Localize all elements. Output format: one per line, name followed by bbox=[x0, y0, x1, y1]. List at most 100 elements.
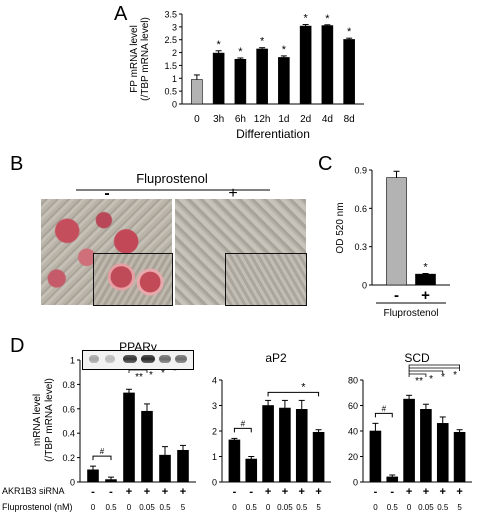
significance-mark: * bbox=[282, 44, 287, 56]
fluprostenol-value: 0 bbox=[232, 503, 237, 512]
blot-band bbox=[123, 355, 137, 363]
sirna-value: + bbox=[144, 486, 150, 498]
bar bbox=[453, 431, 466, 483]
panel-a-chart: A 0 0.5 1 1.5 2 2.5 3 3.5 0 * 3h * 6h * 12h * 1d * 2d * 4d * 8d… bbox=[114, 3, 364, 141]
panel-c-chart: C 0 0.3 0.6 0.9 * OD 520 nm - + Fluprostenol bbox=[318, 153, 450, 319]
comparison-mark: ** bbox=[415, 376, 423, 387]
y-tick-label: 1.5 bbox=[164, 61, 177, 71]
bar bbox=[420, 409, 432, 483]
bar bbox=[256, 48, 268, 105]
fluprostenol-value: 0 bbox=[407, 503, 412, 512]
blot-band bbox=[89, 355, 99, 363]
x-tick-label: 4d bbox=[322, 114, 333, 125]
y-tick-label: 2.5 bbox=[164, 35, 177, 45]
y-tick-label: 0.6 bbox=[62, 404, 75, 414]
fluprostenol-value: 0.5 bbox=[246, 503, 258, 512]
x-tick-label: 1d bbox=[278, 114, 289, 125]
sirna-value: + bbox=[423, 486, 429, 498]
fluprostenol-value: 0 bbox=[91, 503, 96, 512]
panel-b-title: Fluprostenol bbox=[136, 171, 208, 186]
y-tick-label: 3.5 bbox=[164, 10, 177, 20]
blot-band bbox=[105, 355, 115, 363]
sirna-value: + bbox=[299, 486, 305, 498]
bar bbox=[343, 39, 355, 105]
y-tick-label: 80 bbox=[348, 376, 358, 386]
fluprostenol-value: 5 bbox=[181, 503, 186, 512]
significance-mark: * bbox=[423, 262, 428, 274]
y-axis-title: mRNA level bbox=[32, 394, 43, 446]
bar bbox=[312, 431, 325, 483]
y-tick-label: 0 bbox=[353, 478, 358, 488]
fluprostenol-value: 0.5 bbox=[387, 503, 399, 512]
y-tick-label: 0.8 bbox=[62, 380, 75, 390]
comparison-mark: * bbox=[453, 370, 457, 381]
comparison-mark: * bbox=[429, 374, 433, 385]
y-axis-title-unit: (/TBP mRNA level) bbox=[44, 378, 55, 462]
fluprostenol-value: 0 bbox=[266, 503, 271, 512]
sirna-value: + bbox=[406, 486, 412, 498]
fluprostenol-value: 0.5 bbox=[105, 503, 117, 512]
y-tick-label: 1 bbox=[70, 356, 75, 366]
y-axis-title: OD 520 nm bbox=[335, 202, 346, 253]
panel-label-c: C bbox=[318, 153, 332, 175]
bar bbox=[87, 469, 99, 483]
y-tick-label: 0.5 bbox=[164, 87, 177, 97]
sirna-value: - bbox=[91, 486, 95, 498]
sirna-value: + bbox=[456, 486, 462, 498]
bar bbox=[228, 439, 241, 483]
y-tick-label: 0.3 bbox=[354, 242, 367, 252]
comparison-bracket bbox=[408, 364, 460, 368]
comparison-bracket bbox=[408, 370, 444, 374]
x-tick-label: 0 bbox=[194, 114, 200, 125]
sirna-row-label: AKR1B3 siRNA bbox=[2, 486, 65, 496]
sirna-value: - bbox=[390, 486, 394, 498]
significance-mark: * bbox=[325, 13, 330, 25]
significance-mark: * bbox=[238, 46, 243, 58]
fluprostenol-value: 0 bbox=[127, 503, 132, 512]
x-tick-label: - bbox=[394, 287, 399, 304]
fluprostenol-value: 0 bbox=[373, 503, 378, 512]
y-tick-label: 0 bbox=[212, 478, 217, 488]
comparison-bracket bbox=[374, 412, 393, 418]
significance-mark: * bbox=[303, 13, 308, 25]
fluprostenol-value: 5 bbox=[457, 503, 462, 512]
bar bbox=[212, 52, 225, 105]
sirna-value: + bbox=[282, 486, 288, 498]
western-blot-inset bbox=[82, 350, 194, 370]
x-tick-label: + bbox=[421, 287, 430, 304]
bar bbox=[279, 407, 291, 483]
bar bbox=[278, 57, 290, 105]
treatment-plus: + bbox=[228, 185, 237, 202]
y-axis-title-unit: (/TBP mRNA level) bbox=[140, 17, 151, 101]
comparison-mark: * bbox=[301, 381, 306, 393]
comparison-mark: # bbox=[382, 404, 387, 413]
comparison-mark: * bbox=[173, 366, 177, 377]
comparison-mark: ** bbox=[135, 372, 143, 383]
sirna-value: + bbox=[440, 486, 446, 498]
bar bbox=[386, 177, 407, 286]
bar bbox=[295, 409, 308, 483]
panel-label-b: B bbox=[10, 153, 23, 175]
comparison-bracket bbox=[233, 427, 252, 433]
bar bbox=[123, 392, 135, 483]
bar bbox=[245, 458, 258, 483]
x-tick-label: 6h bbox=[235, 114, 246, 125]
x-axis-title: Differentiation bbox=[236, 127, 310, 141]
y-tick-label: 1 bbox=[212, 452, 217, 462]
y-tick-label: 3 bbox=[172, 22, 177, 32]
fluprostenol-value: 5 bbox=[316, 503, 321, 512]
y-tick-label: 40 bbox=[348, 427, 358, 437]
bar bbox=[262, 405, 274, 483]
chart-title: SCD bbox=[404, 351, 430, 365]
fluprostenol-row-label: Fluprostenol (nM) bbox=[2, 502, 73, 512]
bar bbox=[321, 25, 334, 105]
y-tick-label: 0.6 bbox=[354, 204, 367, 214]
y-tick-label: 2 bbox=[212, 427, 217, 437]
panel-label-d: D bbox=[10, 335, 24, 357]
bar bbox=[415, 273, 436, 286]
y-tick-label: 3 bbox=[212, 401, 217, 411]
comparison-bracket bbox=[128, 369, 148, 373]
sirna-value: + bbox=[180, 486, 186, 498]
sirna-value: - bbox=[109, 486, 113, 498]
fluprostenol-value: 0.05 bbox=[418, 503, 434, 512]
